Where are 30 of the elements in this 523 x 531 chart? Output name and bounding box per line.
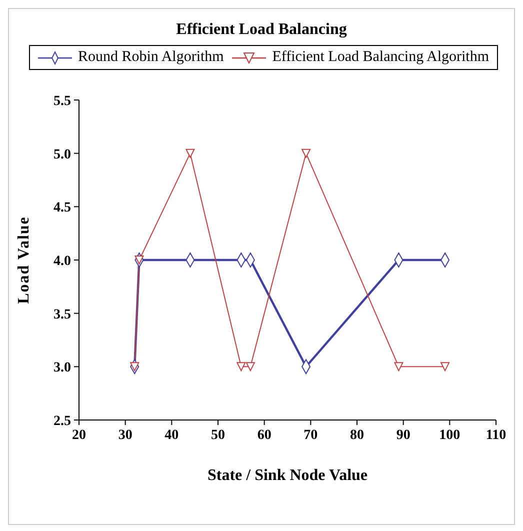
y-tick-label: 5.0 (54, 147, 71, 162)
x-tick-label: 110 (486, 428, 506, 443)
y-axis-title: Load Value (16, 216, 33, 304)
point (246, 362, 255, 372)
x-tick-label: 40 (164, 428, 179, 443)
point (134, 256, 144, 264)
y-tick-label: 3.0 (54, 360, 71, 376)
y-tick-label: 5.5 (54, 94, 71, 109)
legend-label: Round Robin Algorithm (77, 49, 224, 66)
y-tick-label: 4.0 (54, 254, 71, 269)
x-tick-label: 30 (118, 428, 132, 443)
x-tick-label: 100 (439, 428, 460, 443)
point (394, 362, 404, 372)
x-tick-label: 20 (72, 428, 86, 443)
point (130, 362, 140, 372)
legend-label: Efficient Load Balancing Algorithm (271, 49, 489, 66)
point (302, 148, 311, 158)
y-tick-label: 4.5 (54, 200, 71, 216)
x-axis-title: State / Sink Node Value (207, 467, 368, 484)
point (236, 362, 246, 372)
y-tick-label: 3.5 (54, 307, 71, 322)
point (186, 148, 195, 158)
y-tick-label: 2.5 (54, 414, 71, 429)
point (440, 362, 450, 372)
x-tick-label: 60 (257, 428, 272, 443)
x-tick-label: 80 (350, 428, 364, 443)
chart-title: Efficient Load Balancing (175, 21, 348, 39)
x-tick-label: 70 (304, 428, 318, 443)
x-tick-label: 90 (396, 428, 410, 443)
x-tick-label: 50 (211, 428, 225, 443)
